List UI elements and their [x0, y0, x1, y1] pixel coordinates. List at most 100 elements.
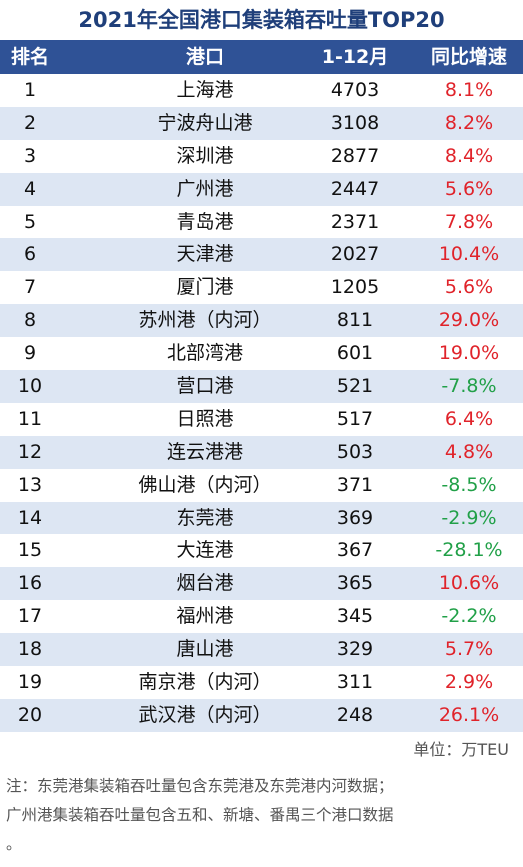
cell-growth: 8.1%	[444, 79, 494, 101]
table-row: 20 武汉港（内河） 248 26.1%	[0, 698, 523, 732]
cell-port: 南京港（内河）	[138, 671, 272, 694]
table-body: 1 上海港 4703 8.1% 2 宁波舟山港 3108 8.2% 3 深圳港 2877 8.4% 4 广…	[0, 74, 523, 732]
cell-port: 天津港	[176, 243, 234, 266]
cell-port: 深圳港	[176, 144, 234, 167]
table-title: 2021年全国港口集装箱吞吐量TOP20	[78, 8, 445, 32]
cell-growth: 5.7%	[444, 638, 494, 661]
cell-growth: 4.8%	[444, 440, 494, 463]
cell-port: 佛山港（内河）	[138, 473, 272, 496]
cell-port: 唐山港	[176, 638, 234, 661]
cell-rank: 15	[17, 539, 43, 562]
cell-rank: 13	[17, 473, 43, 496]
cell-value: 4703	[330, 79, 380, 101]
cell-port: 广州港	[176, 177, 234, 200]
table-row: 12 连云港港 503 4.8%	[0, 435, 523, 469]
cell-value: 601	[336, 342, 374, 365]
table-row: 17 福州港 345 -2.2%	[0, 600, 523, 633]
cell-rank: 7	[23, 276, 37, 299]
header-rank: 排名	[10, 46, 49, 68]
cell-port: 营口港	[176, 375, 234, 398]
footnote-line: 注：东莞港集装箱吞吐量包含东莞港及东莞港内河数据；	[6, 777, 394, 795]
cell-value: 311	[336, 671, 374, 694]
header-value: 1-12月	[321, 46, 389, 68]
cell-port: 烟台港	[176, 572, 234, 595]
table-row: 6 天津港 2027 10.4%	[0, 238, 523, 272]
cell-growth: 6.4%	[444, 407, 494, 430]
table-row: 5 青岛港 2371 7.8%	[0, 206, 523, 239]
cell-rank: 18	[17, 638, 43, 661]
cell-value: 3108	[330, 111, 380, 134]
table-row: 1 上海港 4703 8.1%	[0, 74, 523, 107]
cell-growth: 5.6%	[444, 276, 494, 299]
table-header: 排名 港口 1-12月 同比增速	[0, 40, 523, 74]
cell-growth: 8.4%	[444, 144, 494, 167]
table-row: 19 南京港（内河） 311 2.9%	[0, 666, 523, 699]
cell-rank: 5	[23, 210, 37, 233]
cell-value: 2877	[330, 144, 380, 167]
cell-rank: 2	[23, 111, 37, 134]
cell-growth: -28.1%	[435, 539, 503, 562]
cell-port: 苏州港（内河）	[138, 309, 272, 332]
cell-value: 369	[336, 506, 374, 529]
cell-growth: -2.9%	[441, 506, 497, 529]
cell-rank: 11	[17, 407, 43, 430]
cell-port: 上海港	[176, 79, 234, 101]
cell-growth: 29.0%	[438, 309, 500, 332]
table-row: 13 佛山港（内河） 371 -8.5%	[0, 469, 523, 502]
cell-rank: 6	[23, 243, 37, 266]
table-row: 18 唐山港 329 5.7%	[0, 633, 523, 667]
table-row: 16 烟台港 365 10.6%	[0, 567, 523, 601]
cell-port: 宁波舟山港	[157, 111, 253, 134]
header-growth: 同比增速	[430, 46, 507, 68]
cell-value: 1205	[330, 276, 380, 299]
cell-rank: 1	[23, 79, 37, 101]
footnote: 注：东莞港集装箱吞吐量包含东莞港及东莞港内河数据； 广州港集装箱吞吐量包含五和、…	[6, 772, 518, 859]
cell-port: 日照港	[176, 407, 234, 430]
table-row: 2 宁波舟山港 3108 8.2%	[0, 106, 523, 140]
table-row: 14 东莞港 369 -2.9%	[0, 501, 523, 535]
header-port: 港口	[185, 46, 224, 68]
cell-growth: 7.8%	[444, 210, 494, 233]
cell-value: 329	[336, 638, 374, 661]
footnote-line: 广州港集装箱吞吐量包含五和、新塘、番禺三个港口数据	[6, 806, 394, 824]
cell-value: 2027	[330, 243, 380, 266]
cell-rank: 9	[23, 342, 37, 365]
cell-rank: 14	[17, 506, 43, 529]
cell-rank: 12	[17, 440, 43, 463]
cell-value: 2371	[330, 210, 380, 233]
table-row: 10 营口港 521 -7.8%	[0, 370, 523, 403]
cell-growth: -2.2%	[441, 605, 497, 628]
cell-port: 北部湾港	[166, 342, 243, 365]
cell-port: 武汉港（内河）	[138, 703, 272, 726]
cell-growth: -7.8%	[441, 375, 497, 398]
cell-growth: 5.6%	[444, 177, 494, 200]
cell-rank: 3	[23, 144, 37, 167]
cell-value: 365	[336, 572, 374, 595]
cell-growth: 10.6%	[438, 572, 500, 595]
cell-port: 福州港	[176, 605, 234, 628]
cell-rank: 20	[17, 703, 43, 726]
cell-port: 大连港	[176, 539, 234, 562]
table-row: 4 广州港 2447 5.6%	[0, 172, 523, 206]
cell-value: 811	[336, 309, 374, 332]
cell-rank: 16	[17, 572, 43, 595]
cell-port: 厦门港	[176, 276, 234, 299]
table-row: 15 大连港 367 -28.1%	[0, 534, 523, 567]
cell-port: 青岛港	[176, 210, 234, 233]
cell-rank: 4	[23, 177, 37, 200]
cell-port: 连云港港	[166, 440, 243, 463]
cell-rank: 19	[17, 671, 43, 694]
footnote-line: 。	[6, 835, 22, 853]
cell-growth: 8.2%	[444, 111, 494, 134]
table-row: 9 北部湾港 601 19.0%	[0, 337, 523, 370]
cell-rank: 10	[17, 375, 43, 398]
cell-rank: 17	[17, 605, 43, 628]
cell-growth: 19.0%	[438, 342, 500, 365]
cell-port: 东莞港	[176, 506, 234, 529]
cell-value: 248	[336, 703, 374, 726]
cell-value: 371	[336, 473, 374, 496]
cell-growth: 10.4%	[438, 243, 500, 266]
cell-value: 345	[336, 605, 374, 628]
cell-value: 367	[336, 539, 374, 562]
cell-growth: -8.5%	[441, 473, 497, 496]
